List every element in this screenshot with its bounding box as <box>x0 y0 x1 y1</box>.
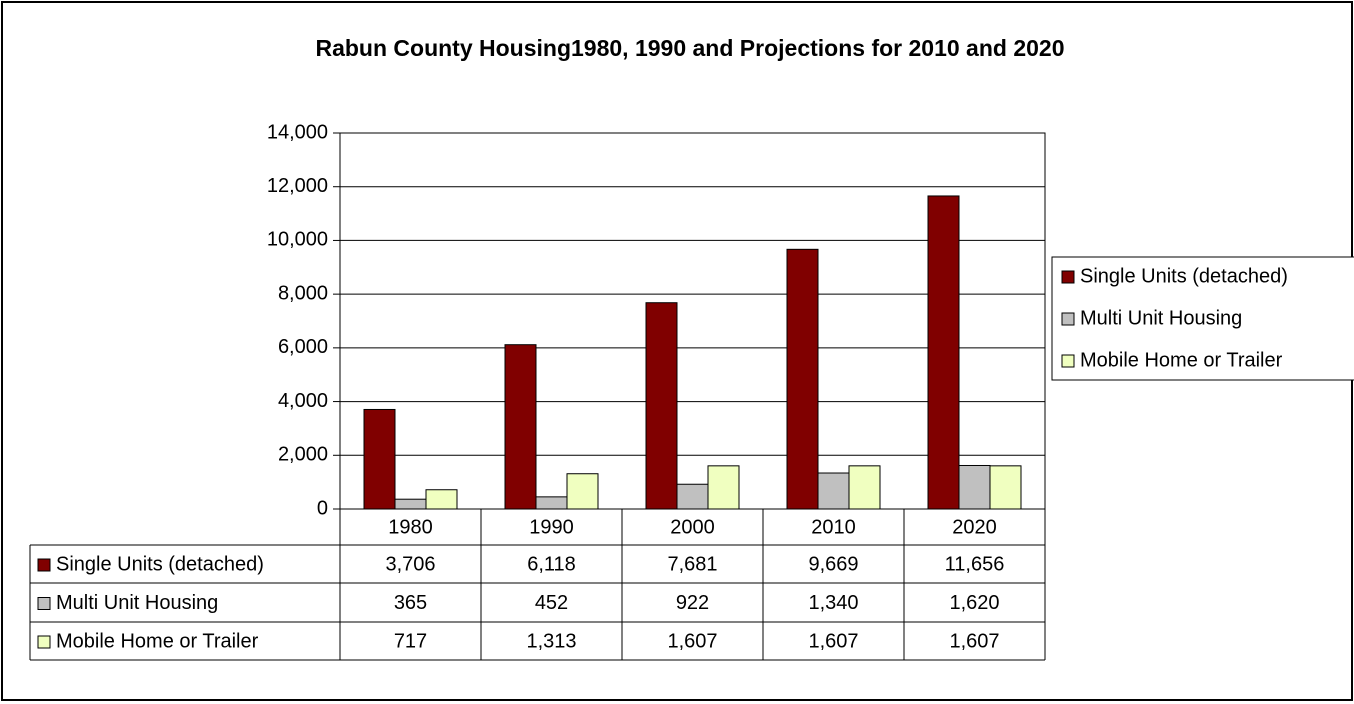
bar <box>363 408 396 510</box>
table-value: 1,340 <box>808 592 858 614</box>
table-row-label: Mobile Home or Trailer <box>56 630 259 652</box>
legend-swatch <box>1061 270 1075 284</box>
bar <box>425 489 458 510</box>
y-tick-label: 8,000 <box>278 282 328 304</box>
legend-label: Single Units (detached) <box>1080 265 1288 287</box>
y-tick-label: 6,000 <box>278 336 328 358</box>
y-tick-label: 10,000 <box>267 229 328 251</box>
table-value: 1,620 <box>949 592 999 614</box>
y-tick-label: 0 <box>317 497 328 519</box>
table-value: 7,681 <box>667 553 717 575</box>
bar <box>535 496 568 510</box>
table-value: 717 <box>394 630 427 652</box>
table-row-label: Single Units (detached) <box>56 553 264 575</box>
legend-box <box>1051 256 1354 381</box>
y-tick-label: 4,000 <box>278 390 328 412</box>
table-value: 1,607 <box>949 630 999 652</box>
table-value: 3,706 <box>385 553 435 575</box>
table-swatch <box>37 597 51 610</box>
bar <box>676 483 709 510</box>
legend-label: Multi Unit Housing <box>1080 307 1242 329</box>
table-value: 452 <box>535 592 568 614</box>
table-value: 9,669 <box>808 553 858 575</box>
table-value: 6,118 <box>527 553 576 575</box>
x-tick-label: 2000 <box>670 516 715 538</box>
bar <box>504 344 537 510</box>
chart-title: Rabun County Housing1980, 1990 and Proje… <box>315 35 1064 61</box>
table-swatch <box>37 558 51 572</box>
y-tick-label: 12,000 <box>267 175 328 197</box>
legend-swatch <box>1061 354 1075 368</box>
table-value: 11,656 <box>945 553 1005 575</box>
bar <box>394 498 427 510</box>
x-tick-label: 2010 <box>811 516 856 538</box>
table-value: 365 <box>394 592 427 614</box>
table-value: 1,313 <box>526 630 576 652</box>
y-tick-label: 2,000 <box>278 444 328 466</box>
table-value: 922 <box>676 592 709 614</box>
y-tick-label: 14,000 <box>267 121 328 143</box>
bar <box>848 465 881 510</box>
legend-swatch <box>1061 312 1075 326</box>
x-tick-label: 2020 <box>952 516 997 538</box>
bar <box>645 302 678 510</box>
table-swatch <box>37 635 51 649</box>
x-tick-label: 1980 <box>388 516 433 538</box>
bar <box>707 465 740 510</box>
bar <box>817 472 850 510</box>
bar <box>989 465 1022 510</box>
table-row-label: Multi Unit Housing <box>56 592 218 614</box>
bar <box>927 195 960 510</box>
table-value: 1,607 <box>667 630 717 652</box>
bar <box>786 248 819 510</box>
legend-label: Mobile Home or Trailer <box>1080 349 1283 371</box>
x-tick-label: 1990 <box>529 516 574 538</box>
bar <box>566 473 599 510</box>
table-value: 1,607 <box>808 630 858 652</box>
bar <box>958 464 991 510</box>
